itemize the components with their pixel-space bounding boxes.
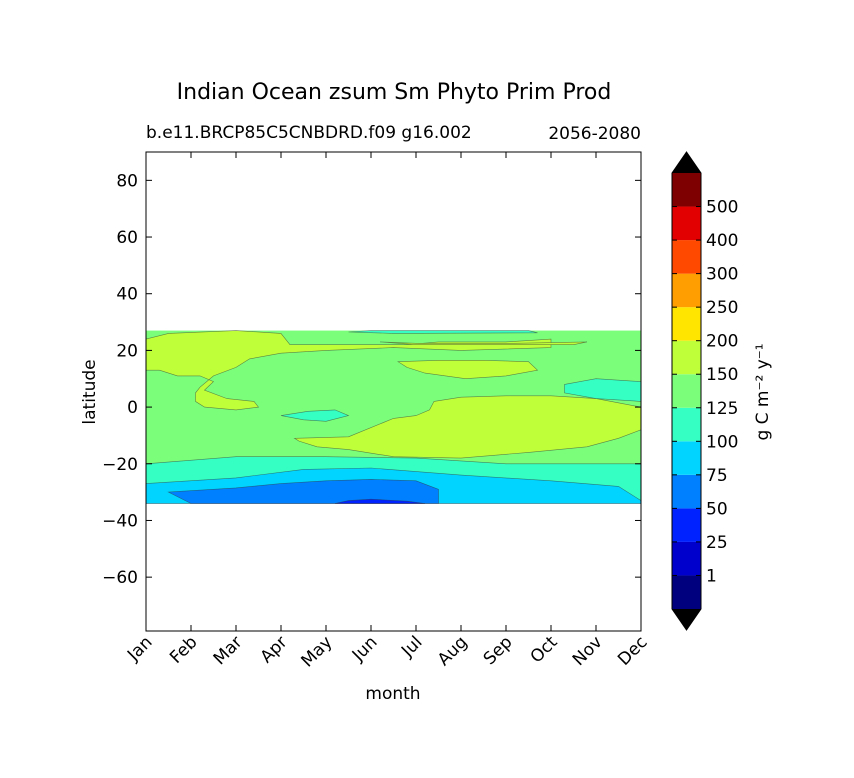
x-tick-label: Mar	[210, 632, 247, 669]
y-axis-ticks: 80 60 40 20 0 −20 −40 −60	[102, 171, 641, 588]
y-tick-label: 80	[116, 171, 138, 191]
colorbar-segment	[672, 441, 701, 475]
chart-subtitle-left: b.e11.BRCP85C5CNBDRD.f09 g16.002	[146, 123, 472, 143]
contour-fields	[146, 330, 641, 504]
chart-subtitle-right: 2056-2080	[548, 124, 641, 144]
colorbar-tick-label: 25	[706, 533, 728, 553]
y-tick-label: −20	[102, 455, 138, 475]
x-tick-label: Aug	[434, 632, 472, 670]
colorbar-tick-label: 300	[706, 265, 738, 285]
colorbar-tick-label: 125	[706, 399, 738, 419]
x-tick-label: Sep	[480, 632, 517, 669]
colorbar-tick-label: 1	[706, 566, 717, 586]
x-tick-label: Oct	[527, 632, 562, 667]
colorbar-tick-label: 150	[706, 365, 738, 385]
colorbar-label: g C m⁻² y⁻¹	[753, 343, 773, 440]
colorbar-under-arrow	[672, 609, 701, 630]
patch-east-nov-dec	[564, 378, 641, 402]
x-tick-label: Jul	[397, 632, 426, 661]
strip-jun-sep	[379, 341, 588, 345]
field-50-75	[334, 498, 426, 504]
chart-title: Indian Ocean zsum Sm Phyto Prim Prod	[177, 80, 612, 105]
colorbar-segment	[672, 508, 701, 542]
x-tick-label: Apr	[257, 632, 292, 667]
patch-may-equator	[280, 409, 350, 422]
colorbar-segment	[672, 407, 701, 442]
x-tick-label: Jan	[123, 632, 156, 665]
colorbar-segment	[672, 173, 701, 207]
colorbar-tick-label: 100	[706, 432, 738, 452]
colorbar-over-arrow	[672, 152, 701, 173]
patch-north-jul-aug	[397, 360, 539, 380]
colorbar-segment	[672, 474, 701, 509]
colorbar-outline	[671, 151, 702, 631]
plot-frame	[145, 151, 642, 632]
y-tick-label: 60	[116, 228, 138, 248]
x-tick-label: Jun	[348, 632, 382, 666]
colorbar-tick-label: 200	[706, 332, 738, 352]
colorbar-tick-label: 400	[706, 231, 738, 251]
colorbar-tick-label: 50	[706, 499, 728, 519]
colorbar-segment	[672, 541, 701, 576]
x-tick-label: Feb	[166, 632, 201, 667]
y-tick-label: 0	[127, 398, 138, 418]
x-tick-label: Nov	[569, 632, 607, 670]
y-tick-label: 20	[116, 341, 138, 361]
y-axis-label: latitude	[80, 359, 100, 424]
y-tick-label: −40	[102, 511, 138, 531]
x-axis-label: month	[365, 684, 420, 704]
colorbar-tick-label: 500	[706, 198, 738, 218]
patch-north-jan-apr	[146, 330, 552, 411]
colorbar-segment	[672, 374, 701, 408]
x-tick-label: May	[298, 632, 337, 671]
x-tick-label: Dec	[614, 632, 651, 669]
colorbar-segment	[672, 206, 701, 241]
patch-equator-jun-dec	[293, 395, 641, 459]
colorbar-tick-label: 250	[706, 298, 738, 318]
strip-top-may-aug	[348, 330, 538, 334]
colorbar-segment	[672, 307, 701, 341]
colorbar-segment	[672, 273, 701, 308]
colorbar-segment	[672, 340, 701, 375]
colorbar-segment	[672, 240, 701, 274]
y-tick-label: −60	[102, 568, 138, 588]
colorbar-tick-label: 75	[706, 466, 728, 486]
colorbar-segment	[672, 575, 701, 609]
field-75-100	[167, 479, 439, 504]
y-tick-label: 40	[116, 285, 138, 305]
